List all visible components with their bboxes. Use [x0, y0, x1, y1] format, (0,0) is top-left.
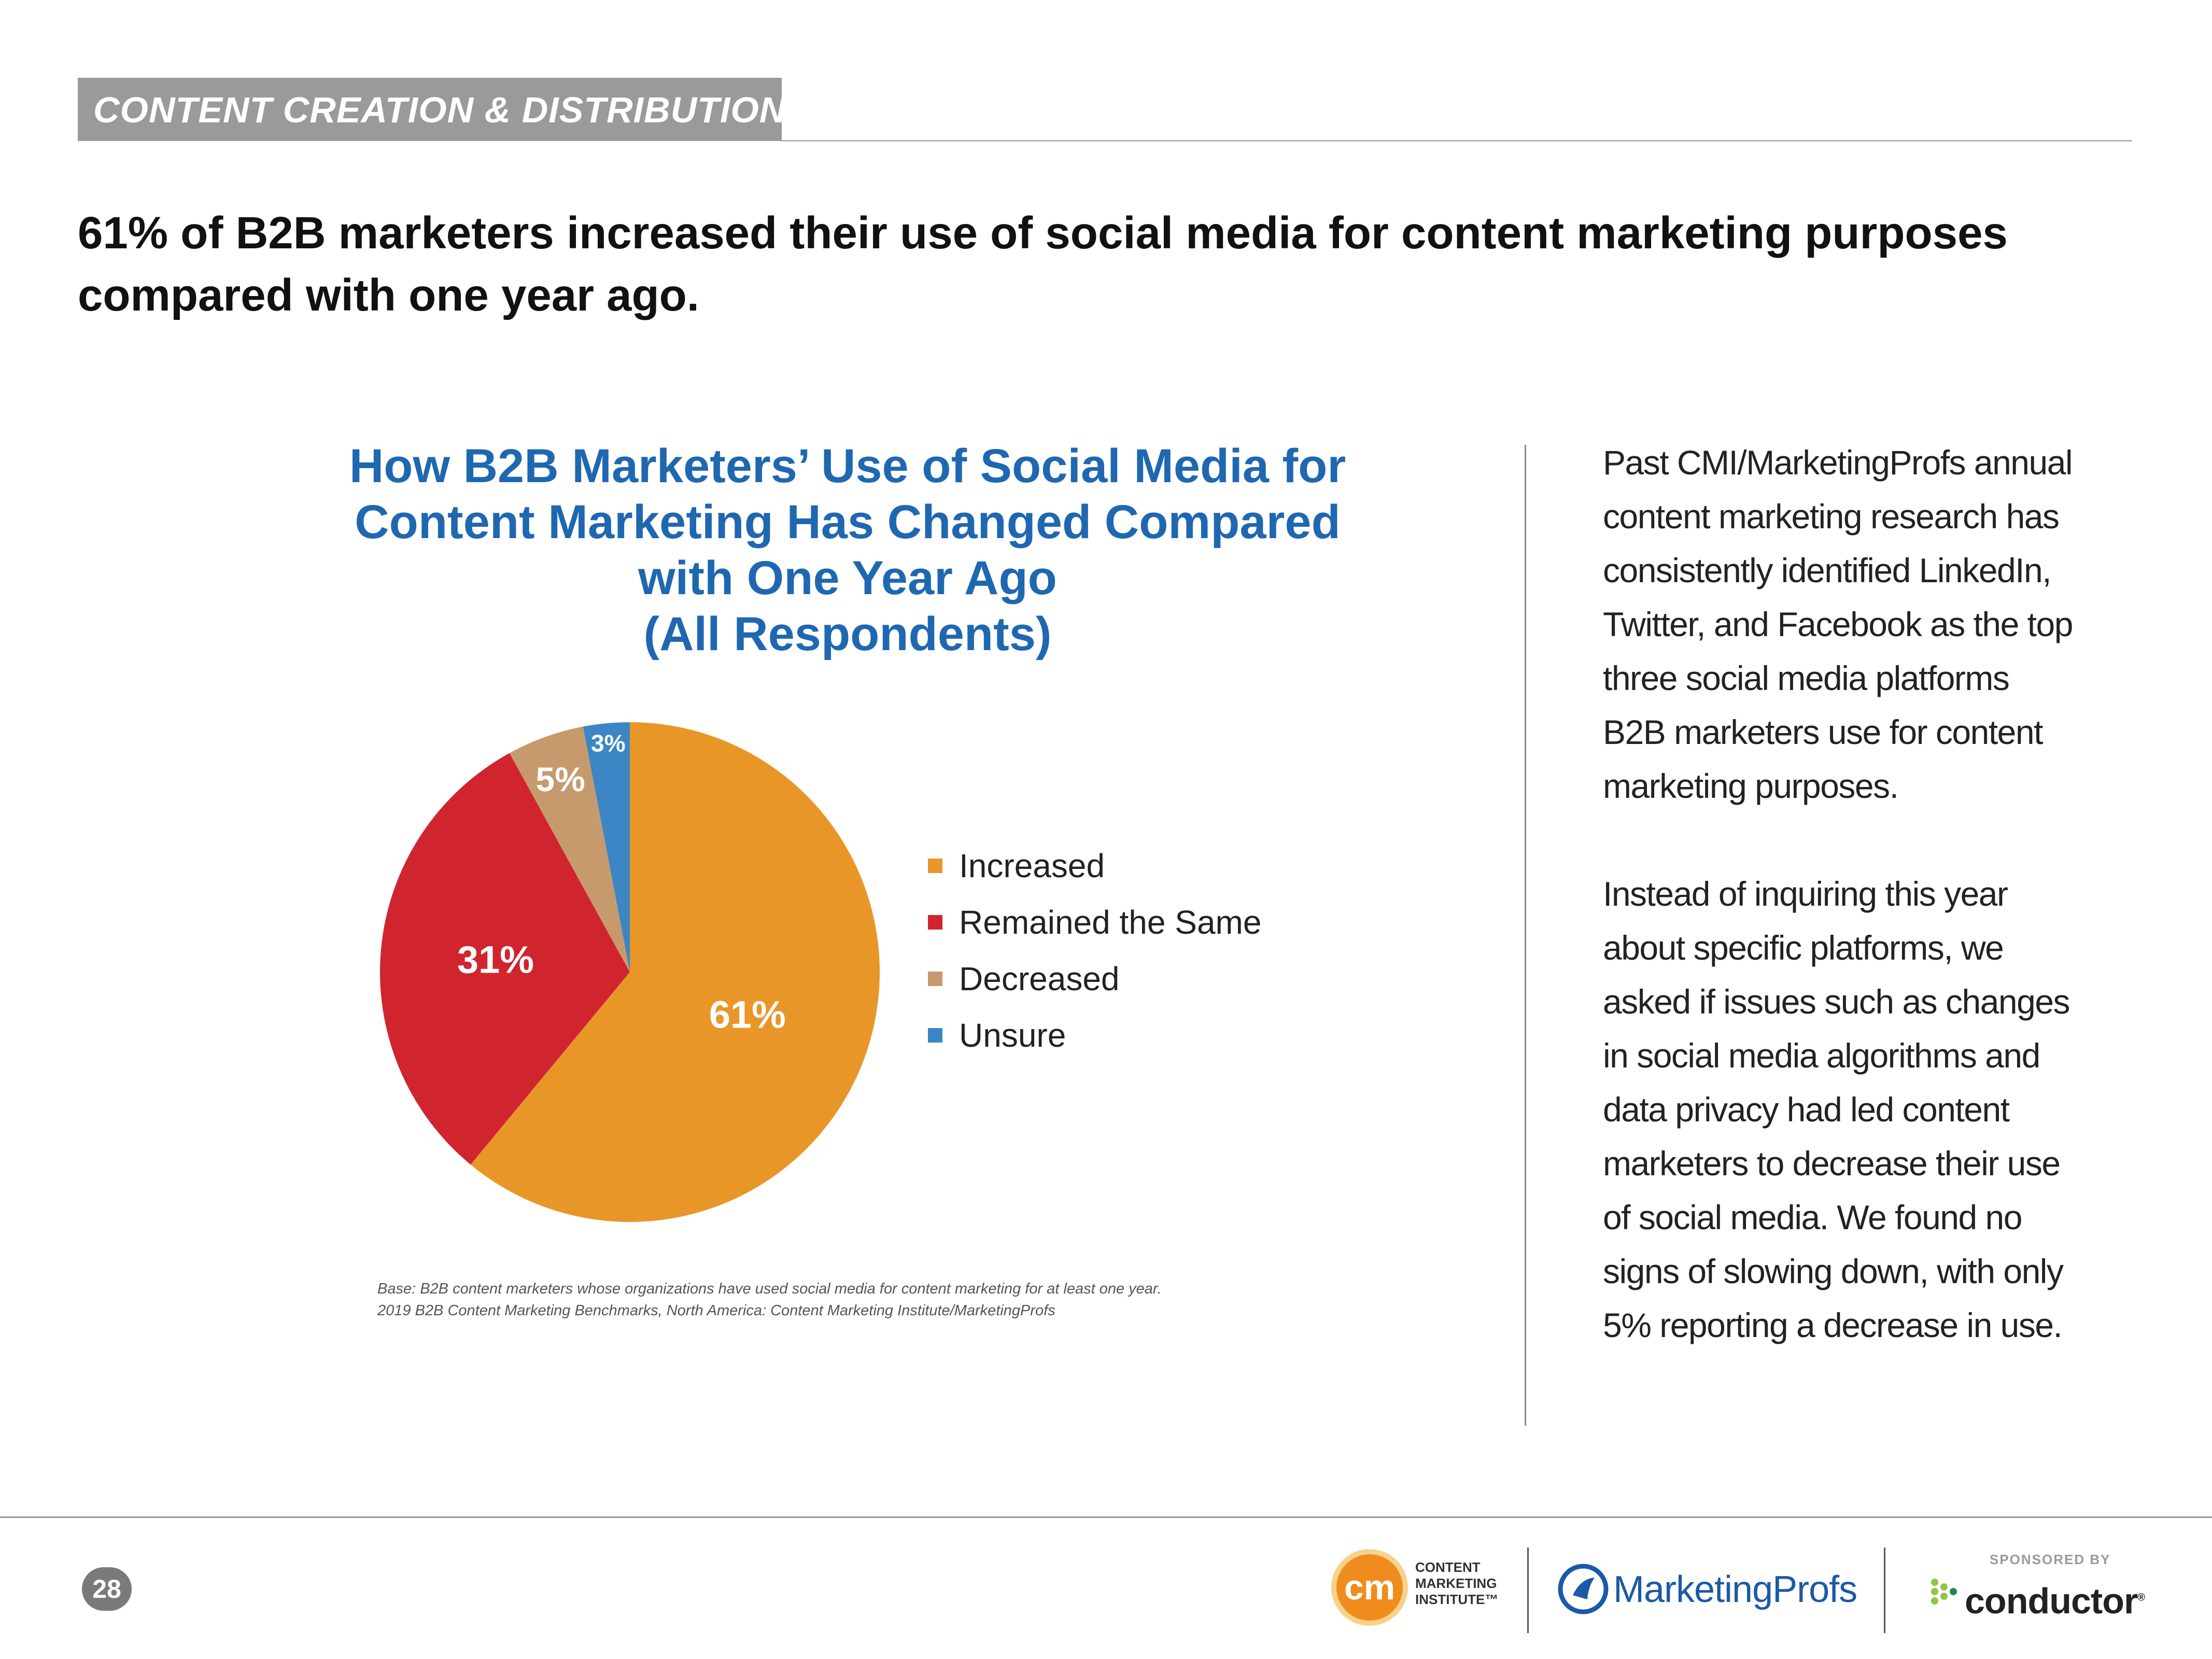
legend-swatch-increased: [928, 858, 942, 873]
conductor-logo-icon: [1931, 1579, 1957, 1605]
pie-data-label-unsure: 3%: [591, 730, 625, 757]
chart-title: How B2B Marketers’ Use of Social Media f…: [290, 438, 1405, 662]
sponsored-by-label: SPONSORED BY: [1990, 1552, 2111, 1567]
chart-title-line-4: (All Respondents): [643, 608, 1052, 660]
sidebar-p1-line: Past CMI/MarketingProfs annual: [1603, 443, 2073, 482]
sidebar-p1-line: marketing purposes.: [1603, 767, 1899, 805]
sidebar-p2-line: Instead of inquiring this year: [1603, 875, 2008, 913]
legend-swatch-unsure: [928, 1028, 942, 1043]
pie-slice-remained-the-same: [379, 753, 630, 1165]
section-label: CONTENT CREATION & DISTRIBUTION: [93, 90, 786, 130]
footer-rule: [0, 1516, 2212, 1518]
sidebar-p2-line: about specific platforms, we: [1603, 929, 2004, 967]
headline: 61% of B2B marketers increased their use…: [78, 202, 2100, 327]
legend-item-unsure: Unsure: [928, 1007, 1261, 1063]
section-tab: CONTENT CREATION & DISTRIBUTION: [78, 78, 785, 141]
sidebar-p2-line: data privacy had led content: [1603, 1090, 2010, 1129]
section-rule: [782, 140, 2132, 142]
footnote-source: 2019 B2B Content Marketing Benchmarks, N…: [377, 1302, 1055, 1319]
sidebar-p2-line: asked if issues such as changes: [1603, 982, 2070, 1021]
cmi-logo-icon: cm: [1331, 1549, 1408, 1626]
sidebar-paragraph-1: Past CMI/MarketingProfs annual content m…: [1603, 435, 2132, 813]
sidebar-p1-line: three social media platforms: [1603, 659, 2010, 697]
logo-divider: [1884, 1548, 1885, 1633]
column-divider: [1525, 445, 1526, 1426]
legend-label-unsure: Unsure: [959, 1016, 1066, 1054]
legend-swatch-remained-the-same: [928, 915, 942, 930]
sidebar-p2-line: of social media. We found no: [1603, 1198, 2022, 1236]
chart-title-line-1: How B2B Marketers’ Use of Social Media f…: [349, 440, 1346, 493]
sidebar-p1-line: B2B marketers use for content: [1603, 713, 2043, 751]
headline-line-1: 61% of B2B marketers increased their use…: [78, 208, 2008, 258]
chart-title-line-3: with One Year Ago: [638, 552, 1057, 604]
pie-data-label-decreased: 5%: [536, 760, 585, 798]
pie-data-label-remained-the-same: 31%: [457, 938, 534, 981]
pie-slice-decreased: [509, 726, 630, 972]
sidebar-p1-line: consistently identified LinkedIn,: [1603, 551, 2052, 589]
marketingprofs-logo-icon: [1558, 1564, 1609, 1614]
legend-label-increased: Increased: [959, 847, 1105, 884]
sidebar-paragraph-2: Instead of inquiring this year about spe…: [1603, 867, 2132, 1352]
conductor-registered-mark: ®: [2137, 1592, 2145, 1604]
conductor-wordmark: conductor®: [1965, 1580, 2145, 1622]
logo-divider: [1527, 1548, 1529, 1633]
marketingprofs-wordmark: MarketingProfs: [1613, 1569, 1857, 1610]
footnote-base: Base: B2B content marketers whose organi…: [377, 1281, 1162, 1297]
legend-label-remained-the-same: Remained the Same: [959, 903, 1262, 941]
legend-item-increased: Increased: [928, 837, 1261, 894]
cmi-logo-mark: cm: [1344, 1568, 1395, 1607]
headline-line-2: compared with one year ago.: [78, 270, 699, 320]
cmi-wordmark: CONTENT MARKETING INSTITUTE™: [1415, 1559, 1498, 1608]
sidebar-p2-line: signs of slowing down, with only: [1603, 1252, 2064, 1290]
chart-title-line-2: Content Marketing Has Changed Compared: [355, 496, 1341, 549]
sidebar-p1-line: content marketing research has: [1603, 497, 2060, 536]
legend-item-remained-the-same: Remained the Same: [928, 894, 1261, 950]
sidebar-p2-line: 5% reporting a decrease in use.: [1603, 1306, 2063, 1344]
legend-label-decreased: Decreased: [959, 960, 1120, 997]
sidebar-p1-line: Twitter, and Facebook as the top: [1603, 605, 2073, 643]
pie-slice-unsure: [583, 722, 630, 972]
sidebar-p2-line: in social media algorithms and: [1603, 1036, 2040, 1075]
sidebar-p2-line: marketers to decrease their use: [1603, 1144, 2061, 1183]
pie-slice-increased: [470, 722, 880, 1222]
conductor-name: conductor: [1965, 1581, 2138, 1621]
cmi-wordmark-line: CONTENT: [1415, 1559, 1481, 1575]
legend-item-decreased: Decreased: [928, 950, 1261, 1007]
page-number: 28: [82, 1567, 132, 1611]
cmi-wordmark-line: MARKETING: [1415, 1576, 1497, 1591]
cmi-wordmark-line: INSTITUTE™: [1415, 1592, 1499, 1607]
chart-legend: Increased Remained the Same Decreased Un…: [928, 837, 1261, 1063]
pie-data-label-increased: 61%: [709, 993, 786, 1036]
sidebar-text: Past CMI/MarketingProfs annual content m…: [1603, 435, 2132, 1406]
pie-chart: 61% 31% 5%3%: [379, 722, 880, 1222]
chart-footnote: Base: B2B content marketers whose organi…: [377, 1278, 1414, 1321]
legend-swatch-decreased: [928, 971, 942, 986]
